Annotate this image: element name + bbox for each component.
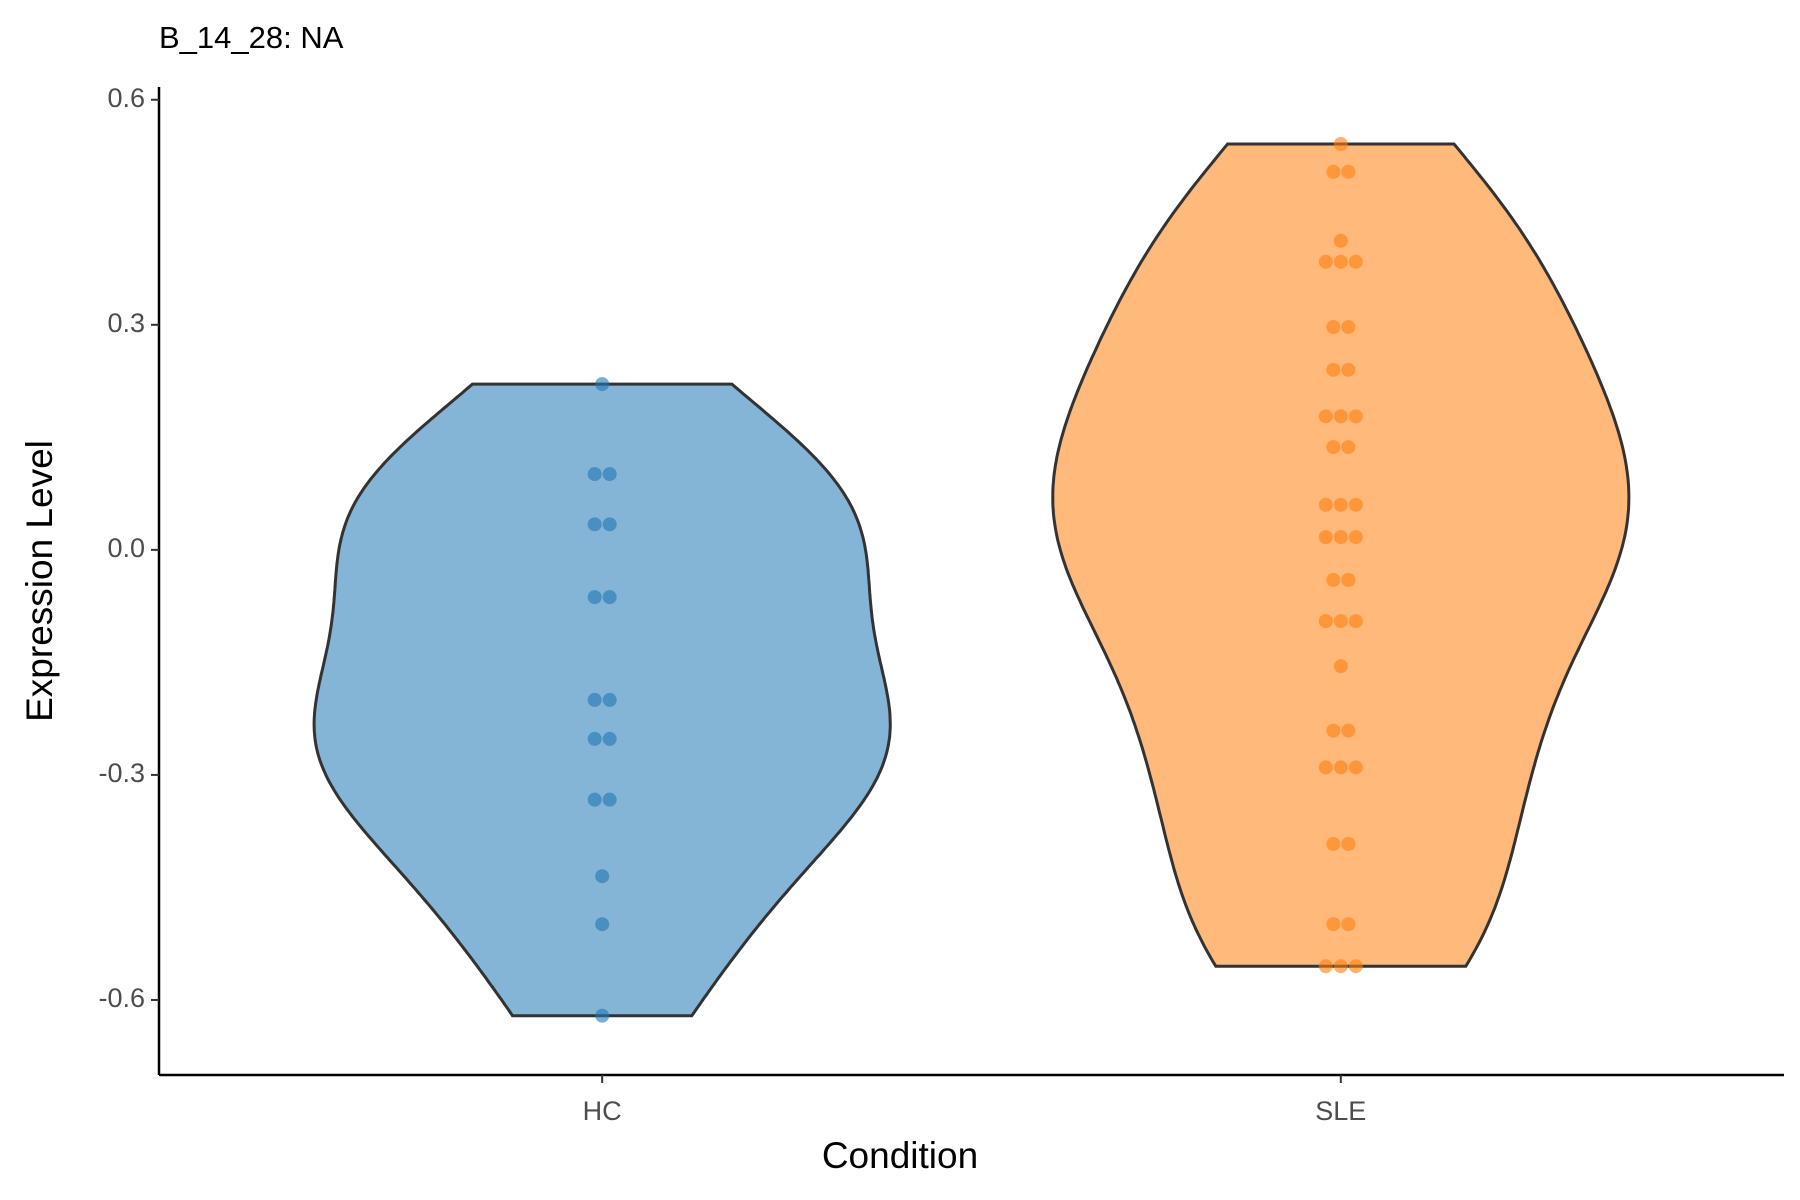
x-axis-title: Condition (822, 1135, 978, 1176)
data-point (1348, 530, 1363, 545)
y-tick-label: 0.6 (107, 83, 145, 113)
data-point (602, 731, 617, 746)
x-tick-label: SLE (1315, 1096, 1366, 1126)
y-tick-label: 0.3 (107, 308, 145, 338)
data-point (587, 692, 602, 707)
x-tick-label: HC (583, 1096, 622, 1126)
data-point (1341, 917, 1356, 932)
data-point (1333, 233, 1348, 248)
data-point (1348, 614, 1363, 629)
data-point (587, 517, 602, 532)
data-point (1318, 254, 1333, 269)
data-point (1318, 497, 1333, 512)
data-point (602, 692, 617, 707)
data-point (595, 917, 610, 932)
data-point (1326, 723, 1341, 738)
data-point (1326, 362, 1341, 377)
chart-title: B_14_28: NA (159, 20, 344, 55)
violin (312, 382, 892, 1018)
data-point (1333, 530, 1348, 545)
data-point (1341, 320, 1356, 335)
data-point (1318, 530, 1333, 545)
data-point (1326, 836, 1341, 851)
violin (1051, 142, 1631, 968)
data-point (602, 792, 617, 807)
data-point (602, 517, 617, 532)
y-axis-title: Expression Level (19, 440, 60, 722)
data-point (1318, 614, 1333, 629)
y-tick-label: -0.6 (98, 983, 145, 1013)
data-point (1318, 959, 1333, 974)
data-point (595, 377, 610, 392)
data-point (1348, 254, 1363, 269)
data-point (1333, 959, 1348, 974)
data-point (1348, 497, 1363, 512)
data-point (1326, 164, 1341, 179)
data-point (1333, 409, 1348, 424)
data-point (1341, 362, 1356, 377)
data-point (602, 590, 617, 605)
data-point (1348, 760, 1363, 775)
y-tick-label: 0.0 (107, 533, 145, 563)
data-point (595, 869, 610, 884)
data-point (1348, 959, 1363, 974)
data-point (1326, 917, 1341, 932)
data-point (1326, 572, 1341, 587)
data-point (1333, 760, 1348, 775)
data-point (1326, 440, 1341, 455)
data-point (1341, 164, 1356, 179)
data-point (602, 467, 617, 482)
data-point (1318, 760, 1333, 775)
data-point (587, 590, 602, 605)
data-point (1326, 320, 1341, 335)
data-point (1333, 659, 1348, 674)
data-point (587, 467, 602, 482)
data-point (1333, 497, 1348, 512)
y-tick-label: -0.3 (98, 758, 145, 788)
data-point (1341, 723, 1356, 738)
data-point (595, 1008, 610, 1023)
data-point (587, 792, 602, 807)
data-point (1333, 614, 1348, 629)
data-point (1341, 440, 1356, 455)
data-point (1341, 572, 1356, 587)
data-point (1333, 137, 1348, 152)
data-point (1348, 409, 1363, 424)
data-point (1318, 409, 1333, 424)
data-point (1333, 254, 1348, 269)
data-point (1341, 836, 1356, 851)
data-point (587, 731, 602, 746)
